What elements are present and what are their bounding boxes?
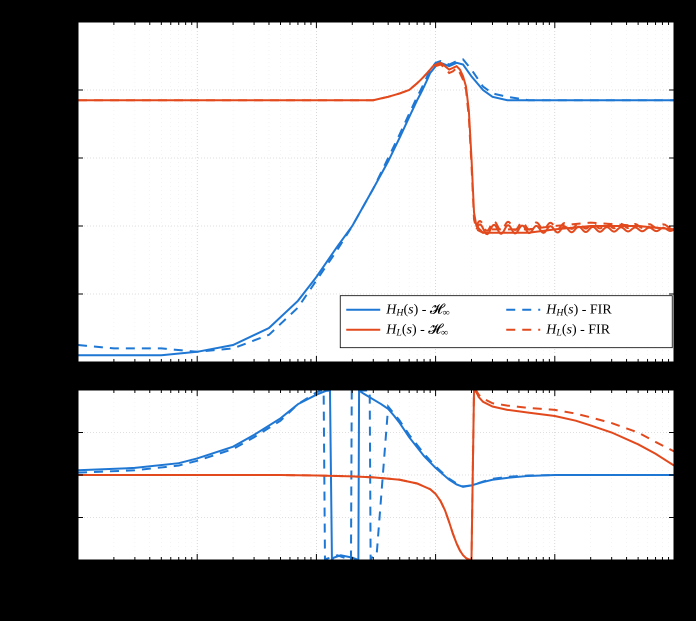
x-axis-label: Frequency [Hz]	[329, 590, 424, 606]
ytick-label: -90	[53, 510, 70, 525]
ytick-label: 0	[64, 467, 71, 482]
y-axis-label: Phase [deg]	[12, 440, 28, 510]
bode-svg: 10-410-310-210-1100101Magnitude-180-9009…	[0, 0, 696, 621]
legend-label: HL(s) - 𝓗∞	[385, 323, 448, 339]
bode-plot-figure: 10-410-310-210-1100101Magnitude-180-9009…	[0, 0, 696, 621]
y-axis-label: Magnitude	[12, 159, 28, 224]
legend-label: HL(s) - FIR	[545, 323, 610, 339]
legend-label: HH(s) - FIR	[545, 303, 612, 319]
legend-label: HH(s) - 𝓗∞	[385, 303, 449, 319]
ytick-label: -180	[46, 552, 70, 567]
ytick-label: 90	[57, 425, 70, 440]
ytick-label: 180	[51, 382, 71, 397]
